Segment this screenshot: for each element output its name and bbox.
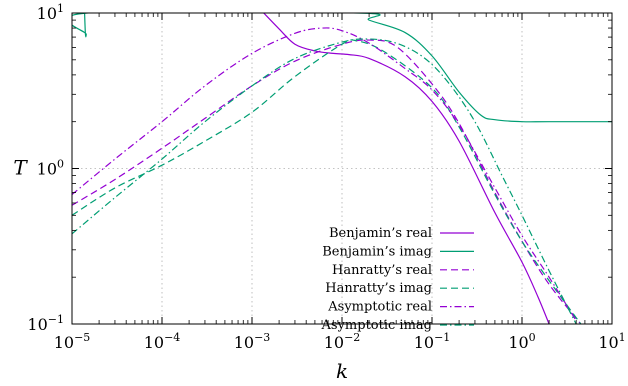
x-tick-label: 10−2 <box>324 331 361 352</box>
legend: Benjamin’s real Benjamin’s imag Hanratty’s… <box>321 226 474 333</box>
series-line-asymptotic-imag <box>72 38 577 324</box>
legend-label-benjamin-s-imag: Benjamin’s imag <box>322 244 432 259</box>
legend-label-asymptotic-real: Asymptotic real <box>327 300 432 315</box>
series-line-asymptotic-real <box>72 27 577 322</box>
legend-label-hanratty-s-imag: Hanratty’s imag <box>325 281 432 296</box>
legend-label-benjamin-s-real: Benjamin’s real <box>329 226 432 241</box>
x-tick-label: 10−4 <box>144 331 181 352</box>
ticks <box>71 12 613 325</box>
y-axis-label: T <box>13 156 28 180</box>
series-line-benjamin-s-imag <box>72 13 612 123</box>
x-tick-label: 101 <box>598 331 625 352</box>
x-tick-label: 10−1 <box>414 331 451 352</box>
legend-label-hanratty-s-real: Hanratty’s real <box>332 263 432 278</box>
x-tick-label: 100 <box>508 331 535 352</box>
y-tick-label: 101 <box>37 2 64 23</box>
y-tick-label: 10−1 <box>27 313 64 334</box>
tick-labels: 10−5 10−4 10−3 10−2 10−1 100 101 10−1 100 101 <box>27 2 625 352</box>
grid <box>72 13 612 324</box>
x-axis-label: k <box>336 359 348 383</box>
legend-label-asymptotic-imag: Asymptotic imag <box>321 318 432 333</box>
x-tick-label: 10−3 <box>234 331 271 352</box>
series-layer <box>72 13 612 324</box>
series-line-hanratty-s-imag <box>72 39 582 324</box>
series-line-benjamin-s-real <box>263 13 550 324</box>
y-tick-label: 100 <box>37 158 64 179</box>
x-tick-label: 10−5 <box>54 331 91 352</box>
